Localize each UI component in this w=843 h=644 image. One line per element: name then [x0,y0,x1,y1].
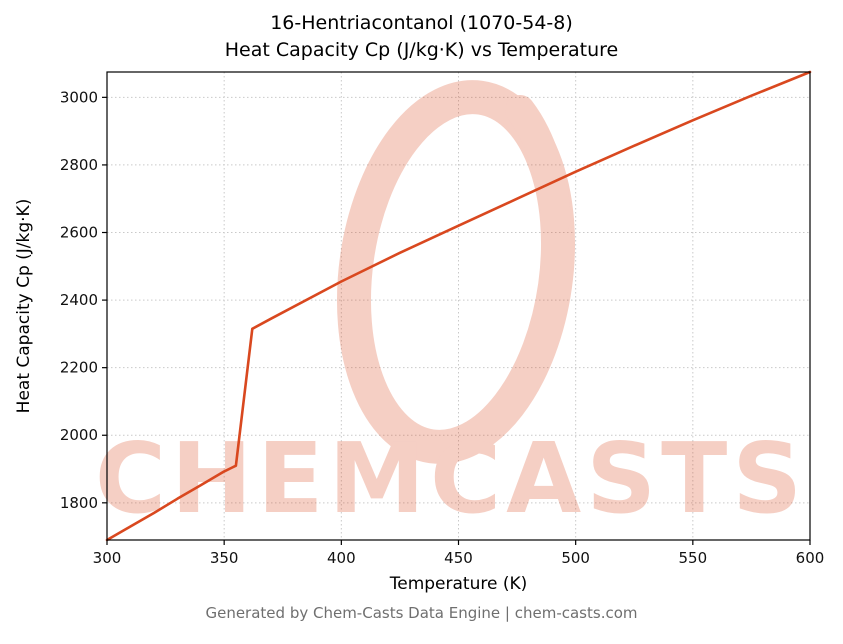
x-tick-label: 550 [679,549,708,567]
y-tick-label: 1800 [60,494,98,512]
y-tick-label: 2800 [60,156,98,174]
x-tick-label: 600 [796,549,825,567]
grid-lines [106,72,811,540]
x-tick-label: 500 [561,549,590,567]
watermark-swirl-icon [505,95,571,235]
y-tick-label: 2000 [60,426,98,444]
x-tick-label: 350 [210,549,239,567]
tick-labels: 300 350 400 450 500 550 600 1800 2000 2200 2400 260… [60,88,825,567]
watermark-circle-icon [336,80,576,464]
watermark-text: CHEMCASTS [95,422,807,535]
x-tick-label: 300 [93,549,122,567]
y-axis-label: Heat Capacity Cp (J/kg·K) [14,198,34,414]
chart-title: 16-Hentriacontanol (1070-54-8) Heat Capa… [0,10,843,64]
x-tick-label: 400 [327,549,356,567]
y-tick-label: 2600 [60,224,98,242]
x-axis-label: Temperature (K) [389,574,528,594]
chart-title-line1: 16-Hentriacontanol (1070-54-8) [270,12,573,34]
y-tick-label: 3000 [60,88,98,106]
y-tick-label: 2400 [60,291,98,309]
chart-title-line2: Heat Capacity Cp (J/kg·K) vs Temperature [224,39,619,61]
data-line [105,70,812,542]
x-tick-label: 450 [444,549,473,567]
footer-credit: Generated by Chem-Casts Data Engine | ch… [205,604,638,622]
watermark: CHEMCASTS [95,80,807,535]
y-tick-label: 2200 [60,359,98,377]
